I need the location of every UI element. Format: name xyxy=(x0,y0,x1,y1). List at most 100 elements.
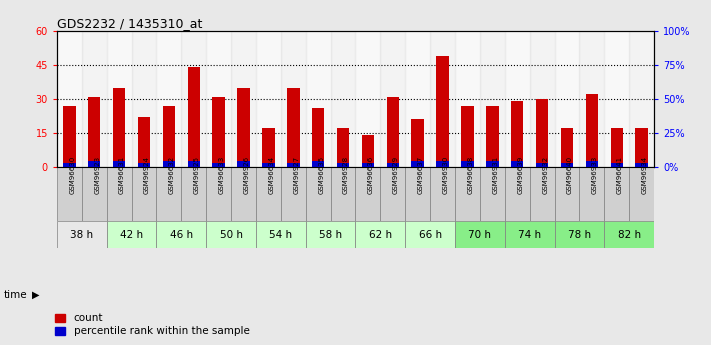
Bar xyxy=(629,167,654,221)
Bar xyxy=(82,167,107,221)
Text: GSM96633: GSM96633 xyxy=(219,156,225,194)
Bar xyxy=(262,128,274,167)
Bar xyxy=(380,31,405,167)
Bar xyxy=(486,161,498,167)
Text: GSM96925: GSM96925 xyxy=(193,156,200,194)
Bar xyxy=(262,164,274,167)
Bar xyxy=(387,164,399,167)
Bar xyxy=(437,161,449,167)
Bar xyxy=(306,167,331,221)
Text: 38 h: 38 h xyxy=(70,230,93,240)
Text: GSM96933: GSM96933 xyxy=(592,156,598,194)
Bar xyxy=(505,167,530,221)
Bar xyxy=(107,31,132,167)
Bar xyxy=(505,31,530,167)
Bar xyxy=(213,97,225,167)
Text: 78 h: 78 h xyxy=(568,230,591,240)
Bar xyxy=(281,31,306,167)
Bar xyxy=(82,31,107,167)
Bar xyxy=(405,167,430,221)
Bar xyxy=(555,167,579,221)
Bar xyxy=(461,106,474,167)
Text: 42 h: 42 h xyxy=(120,230,143,240)
Text: GSM96632: GSM96632 xyxy=(169,156,175,194)
Bar xyxy=(88,97,100,167)
Text: GSM96932: GSM96932 xyxy=(542,156,548,194)
Bar xyxy=(63,106,75,167)
Text: GSM96927: GSM96927 xyxy=(293,156,299,194)
Bar xyxy=(530,31,555,167)
Bar xyxy=(237,88,250,167)
Bar xyxy=(57,167,82,221)
Text: GSM96638: GSM96638 xyxy=(468,156,474,194)
Text: GSM96634: GSM96634 xyxy=(268,156,274,194)
Text: GDS2232 / 1435310_at: GDS2232 / 1435310_at xyxy=(57,17,202,30)
Text: GSM96639: GSM96639 xyxy=(517,156,523,194)
Bar xyxy=(188,161,200,167)
Text: GSM96928: GSM96928 xyxy=(343,156,349,194)
Bar xyxy=(113,161,125,167)
Bar xyxy=(461,161,474,167)
Text: GSM96930: GSM96930 xyxy=(442,156,449,194)
Bar xyxy=(138,164,150,167)
Text: GSM96934: GSM96934 xyxy=(641,156,648,194)
Bar xyxy=(107,221,156,248)
Text: ▶: ▶ xyxy=(32,290,40,300)
Bar xyxy=(405,31,430,167)
Bar xyxy=(586,95,598,167)
Text: GSM96630: GSM96630 xyxy=(70,156,75,194)
Text: GSM96924: GSM96924 xyxy=(144,156,150,194)
Bar xyxy=(636,164,648,167)
Text: 46 h: 46 h xyxy=(170,230,193,240)
Bar xyxy=(412,161,424,167)
Bar xyxy=(188,67,200,167)
Bar xyxy=(113,88,125,167)
Bar xyxy=(312,108,324,167)
Bar xyxy=(579,167,604,221)
Bar xyxy=(181,167,206,221)
Bar xyxy=(237,161,250,167)
Bar xyxy=(88,161,100,167)
Text: GSM96929: GSM96929 xyxy=(392,156,399,194)
Bar xyxy=(231,167,256,221)
Bar xyxy=(511,161,523,167)
Text: time: time xyxy=(4,290,27,300)
Text: GSM96931: GSM96931 xyxy=(492,156,498,194)
Bar xyxy=(156,221,206,248)
Bar xyxy=(57,31,82,167)
Bar xyxy=(163,106,175,167)
Bar xyxy=(480,167,505,221)
Bar xyxy=(306,221,356,248)
Text: 82 h: 82 h xyxy=(618,230,641,240)
Bar xyxy=(362,135,374,167)
Bar xyxy=(287,164,299,167)
Bar xyxy=(156,31,181,167)
Bar xyxy=(387,97,399,167)
Text: GSM96636: GSM96636 xyxy=(368,156,374,194)
Bar xyxy=(455,31,480,167)
Text: 58 h: 58 h xyxy=(319,230,342,240)
Bar xyxy=(331,167,356,221)
Bar xyxy=(256,31,281,167)
Bar xyxy=(486,106,498,167)
Bar xyxy=(586,161,598,167)
Legend: count, percentile rank within the sample: count, percentile rank within the sample xyxy=(55,313,250,336)
Bar xyxy=(206,31,231,167)
Bar xyxy=(312,161,324,167)
Bar xyxy=(206,221,256,248)
Bar xyxy=(362,164,374,167)
Bar xyxy=(356,167,380,221)
Bar xyxy=(604,31,629,167)
Bar xyxy=(306,31,331,167)
Bar xyxy=(356,221,405,248)
Text: GSM96637: GSM96637 xyxy=(418,156,424,194)
Bar xyxy=(57,221,107,248)
Text: 62 h: 62 h xyxy=(369,230,392,240)
Text: GSM96635: GSM96635 xyxy=(318,156,324,194)
Bar xyxy=(138,117,150,167)
Text: GSM96641: GSM96641 xyxy=(616,156,623,194)
Bar xyxy=(455,221,505,248)
Bar xyxy=(536,99,548,167)
Bar xyxy=(430,31,455,167)
Bar xyxy=(555,221,604,248)
